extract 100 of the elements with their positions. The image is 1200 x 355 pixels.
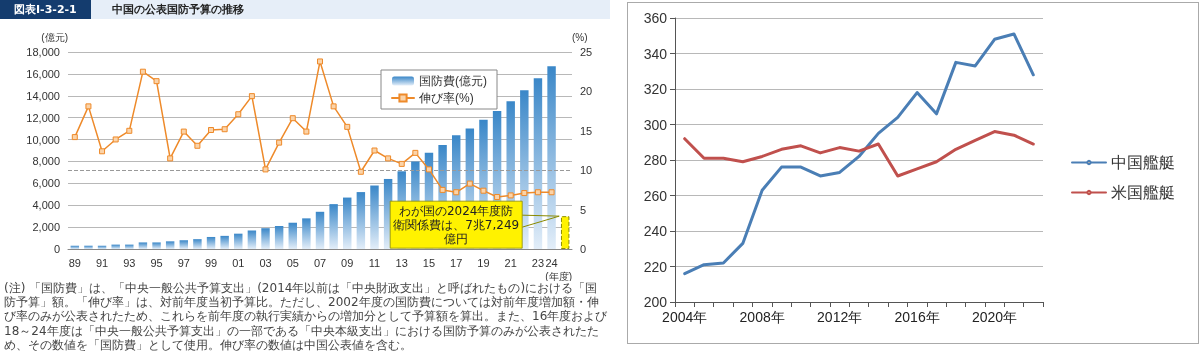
point <box>439 186 446 193</box>
y2-tick-label: 25 <box>580 46 593 58</box>
x-tick-label: 21 <box>504 256 517 269</box>
y2-axis-title: (%) <box>572 31 588 43</box>
point <box>412 149 419 156</box>
bar <box>165 241 175 249</box>
point <box>534 189 541 196</box>
y-tick-label: 14,000 <box>26 89 60 102</box>
point <box>262 166 269 173</box>
x-tick-label: 2004年 <box>662 309 708 325</box>
point <box>167 155 174 162</box>
x-tick-label: 2016年 <box>894 309 940 325</box>
y-tick-label: 240 <box>643 223 668 239</box>
x-tick-label: 24 <box>545 256 558 269</box>
point <box>494 193 501 200</box>
y-tick-label: 10,000 <box>26 133 60 146</box>
point <box>303 128 310 135</box>
line-series <box>683 32 1035 276</box>
point <box>112 136 119 143</box>
bar <box>329 204 338 249</box>
point <box>126 127 133 134</box>
bar <box>179 240 189 249</box>
y-tick-label: 260 <box>643 187 668 204</box>
x-tick-label: 2020年 <box>972 309 1018 325</box>
bar <box>138 242 148 249</box>
x-tick-label: 2012年 <box>817 309 863 325</box>
point <box>71 134 78 141</box>
chart-title: 中国の公表国防予算の推移 <box>112 2 244 18</box>
bar <box>288 222 297 249</box>
point <box>385 155 392 162</box>
x-tick-label: 05 <box>286 256 299 269</box>
x-tick-label: 07 <box>313 256 327 269</box>
y-tick-label: 300 <box>643 116 668 133</box>
point <box>398 160 405 167</box>
bar <box>193 239 202 249</box>
y-tick-label: 18,000 <box>26 46 60 58</box>
bar <box>547 66 556 249</box>
x-tick-label: 97 <box>177 256 190 269</box>
bar <box>125 244 134 249</box>
bar <box>356 192 366 249</box>
legend-label: 伸び率(%) <box>418 91 474 105</box>
x-tick-label: 99 <box>204 256 218 269</box>
x-tick-label: 03 <box>259 256 272 269</box>
y-axis-title: (億元) <box>41 31 68 43</box>
point <box>317 58 323 65</box>
y-tick-label: 320 <box>643 81 668 97</box>
bar <box>247 230 257 249</box>
x-tick-label: 11 <box>368 256 381 269</box>
point <box>371 147 378 154</box>
x-tick-label: 23 <box>531 256 545 269</box>
point <box>453 189 460 196</box>
y-tick-label: 360 <box>643 10 668 26</box>
y2-tick-label: 0 <box>580 243 587 255</box>
y-tick-label: 6,000 <box>32 177 60 190</box>
bar <box>343 197 352 249</box>
point <box>425 166 432 173</box>
y-tick-label: 4,000 <box>32 199 60 212</box>
y-tick-label: 0 <box>53 243 60 255</box>
point <box>221 126 228 133</box>
legend-label: 中国艦艇 <box>1111 154 1175 171</box>
bar <box>560 216 570 249</box>
bar <box>370 185 379 249</box>
y-tick-label: 8,000 <box>32 155 60 168</box>
point <box>480 187 487 194</box>
bar <box>111 244 120 249</box>
point <box>357 168 364 175</box>
point <box>507 192 514 199</box>
y-tick-label: 340 <box>643 45 668 62</box>
point <box>248 93 255 100</box>
y-tick-label: 220 <box>643 258 668 275</box>
legend-label: 国防費(億元) <box>419 74 488 88</box>
point <box>344 123 351 130</box>
bar <box>302 218 311 249</box>
y-tick-label: 12,000 <box>26 111 60 124</box>
point <box>180 128 187 135</box>
point <box>99 148 106 155</box>
x-tick-label: 2008年 <box>739 309 785 325</box>
bar <box>274 226 284 249</box>
bar <box>220 235 229 249</box>
point <box>330 103 337 110</box>
point <box>153 78 160 85</box>
bar <box>533 78 543 249</box>
point <box>235 111 242 118</box>
bar <box>234 233 243 249</box>
y-tick-label: 2,000 <box>32 221 60 234</box>
legend-label: 米国艦艇 <box>1111 184 1175 201</box>
bar <box>315 211 325 249</box>
y-tick-label: 280 <box>643 152 668 168</box>
bar <box>84 245 93 249</box>
y2-tick-label: 10 <box>580 164 593 177</box>
y2-tick-label: 15 <box>580 124 593 137</box>
text: (注) 「国防費」は、「中央一般公共予算支出」(2014年以前は「中央財政支出」と呼ばれたもの)における「国防予算」額。「伸び率」は、対前年度当初予算比。ただし、2002年度の国防費については対前年度増加額・伸び率のみが公表されたため、これらを前年度の執行実績からの増加分として予算額を算出。また、16年度および18～24年度は「中央一般公共予算支出」の一部である「中央本級支出」における国防予算のみが公表されたため、その数値を「国防費」として使用。伸び率の数値は中国公表値を含む。 <box>4 281 608 353</box>
x-axis-title: (年度) <box>545 270 572 282</box>
y2-tick-label: 20 <box>580 85 593 98</box>
y-tick-label: 200 <box>643 294 668 310</box>
annotation: わが国の2024年度防衛関係費は、7兆7,249億円 <box>393 203 520 246</box>
bar <box>206 236 216 249</box>
point <box>289 115 296 122</box>
point <box>194 142 201 149</box>
x-tick-label: 93 <box>123 256 136 269</box>
